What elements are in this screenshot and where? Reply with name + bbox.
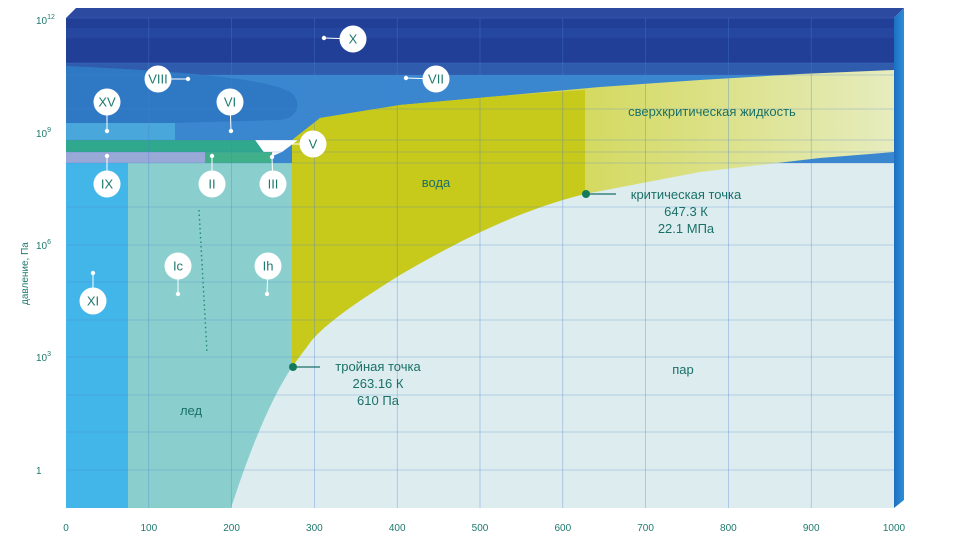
y-tick-label: 103 (36, 351, 51, 364)
y-tick-label: 1012 (36, 14, 55, 27)
region-ice-xi (66, 163, 128, 508)
triple-point-annotation: тройная точка 263.16 К 610 Па (289, 359, 422, 408)
ice-phase-circle (79, 287, 107, 315)
ice-phase-badge-xi: XI (79, 270, 107, 315)
chart-top-face (66, 8, 904, 18)
y-axis-ticks: 1 103 106 109 1012 (36, 14, 55, 477)
triple-point-marker (289, 363, 297, 371)
ice-phase-label: XI (87, 294, 99, 309)
triple-point-title: тройная точка (335, 359, 421, 374)
ice-phase-pointer (104, 153, 110, 159)
ice-phase-circle (422, 65, 450, 93)
ice-phase-label: III (268, 177, 279, 192)
ice-phase-badge-viii: VIII (144, 65, 191, 93)
y-axis-label: давление, Па (20, 242, 31, 305)
ice-phase-pointer (90, 270, 96, 276)
critical-point-annotation: критическая точка 647.3 К 22.1 МПа (582, 187, 742, 236)
ice-phase-circle (93, 170, 121, 198)
ice-phase-pointer (269, 154, 275, 160)
ice-phase-badge-ii: II (198, 153, 226, 198)
ice-phase-badge-ih: Ih (254, 252, 282, 297)
triple-point-pressure: 610 Па (357, 393, 400, 408)
ice-phase-circle (299, 130, 327, 158)
chart-grid (66, 17, 894, 508)
ice-phase-badge-ix: IX (93, 153, 121, 198)
ice-phase-badge-vii: VII (403, 65, 450, 93)
ice-phase-label: XV (98, 95, 116, 110)
region-ice-ix (66, 152, 205, 163)
ice-phase-label: Ih (263, 259, 274, 274)
ice-phase-label: X (349, 32, 358, 47)
x-tick-label: 400 (389, 523, 406, 534)
label-ice: лед (180, 403, 203, 418)
ice-phase-pointer (273, 141, 279, 147)
ice-phase-label: VI (224, 95, 236, 110)
ice-phase-label: VIII (148, 72, 168, 87)
ice-phase-badge-x: X (321, 25, 367, 53)
region-water (292, 90, 585, 367)
region-ice-vi-viii (66, 66, 298, 140)
triple-point-temp: 263.16 К (353, 376, 404, 391)
ice-phase-circle (164, 252, 192, 280)
ice-phase-badge-iii: III (259, 154, 287, 198)
y-tick-label: 109 (36, 127, 51, 140)
ice-phase-pointer (228, 128, 234, 134)
critical-point-title: критическая точка (631, 187, 742, 202)
ice-phase-label: Ic (173, 259, 184, 274)
region-ice-xv (66, 123, 175, 140)
x-tick-label: 800 (720, 523, 737, 534)
region-ice-iii (205, 152, 272, 163)
ic-boundary-line (198, 209, 208, 353)
ice-phase-label: IX (101, 177, 114, 192)
label-supercritical: сверхкритическая жидкость (628, 104, 796, 119)
ice-phase-label: II (208, 177, 215, 192)
region-ice (128, 163, 292, 508)
ice-phase-pointer (264, 291, 270, 297)
x-tick-label: 200 (223, 523, 240, 534)
label-water: вода (422, 175, 451, 190)
x-tick-label: 700 (637, 523, 654, 534)
ice-phase-circle (259, 170, 287, 198)
ice-phase-pointer (104, 128, 110, 134)
ice-phase-label: VII (428, 72, 444, 87)
label-vapor: пар (672, 362, 694, 377)
x-tick-label: 600 (554, 523, 571, 534)
ice-phase-circle (339, 25, 367, 53)
ice-phase-circle (216, 88, 244, 116)
x-tick-label: 1000 (883, 523, 906, 534)
ice-phase-pointer (185, 76, 191, 82)
ice-phase-pointer (175, 291, 181, 297)
y-tick-label: 106 (36, 239, 51, 252)
critical-point-marker (582, 190, 590, 198)
critical-point-temp: 647.3 К (664, 204, 708, 219)
ice-phase-pointer (321, 35, 327, 41)
x-tick-label: 300 (306, 523, 323, 534)
ice-phase-circle (254, 252, 282, 280)
x-tick-label: 900 (803, 523, 820, 534)
ice-phase-label: V (309, 137, 318, 152)
x-tick-label: 100 (140, 523, 157, 534)
ice-phase-badge-ic: Ic (164, 252, 192, 297)
ice-phase-pointer (209, 153, 215, 159)
x-tick-label: 0 (63, 523, 69, 534)
chart-right-face (894, 8, 904, 508)
ice-phase-circle (144, 65, 172, 93)
y-tick-label: 1 (36, 466, 42, 477)
ice-phase-badge-xv: XV (93, 88, 121, 134)
x-tick-label: 500 (472, 523, 489, 534)
critical-point-pressure: 22.1 МПа (658, 221, 715, 236)
ice-phase-badge-vi: VI (216, 88, 244, 134)
ice-phase-circle (93, 88, 121, 116)
ice-phase-circle (198, 170, 226, 198)
ice-phase-badge-v: V (273, 130, 327, 158)
x-axis-ticks: 0 100 200 300 400 500 600 700 800 900 1000 (63, 523, 905, 534)
ice-phase-pointer (403, 75, 409, 81)
